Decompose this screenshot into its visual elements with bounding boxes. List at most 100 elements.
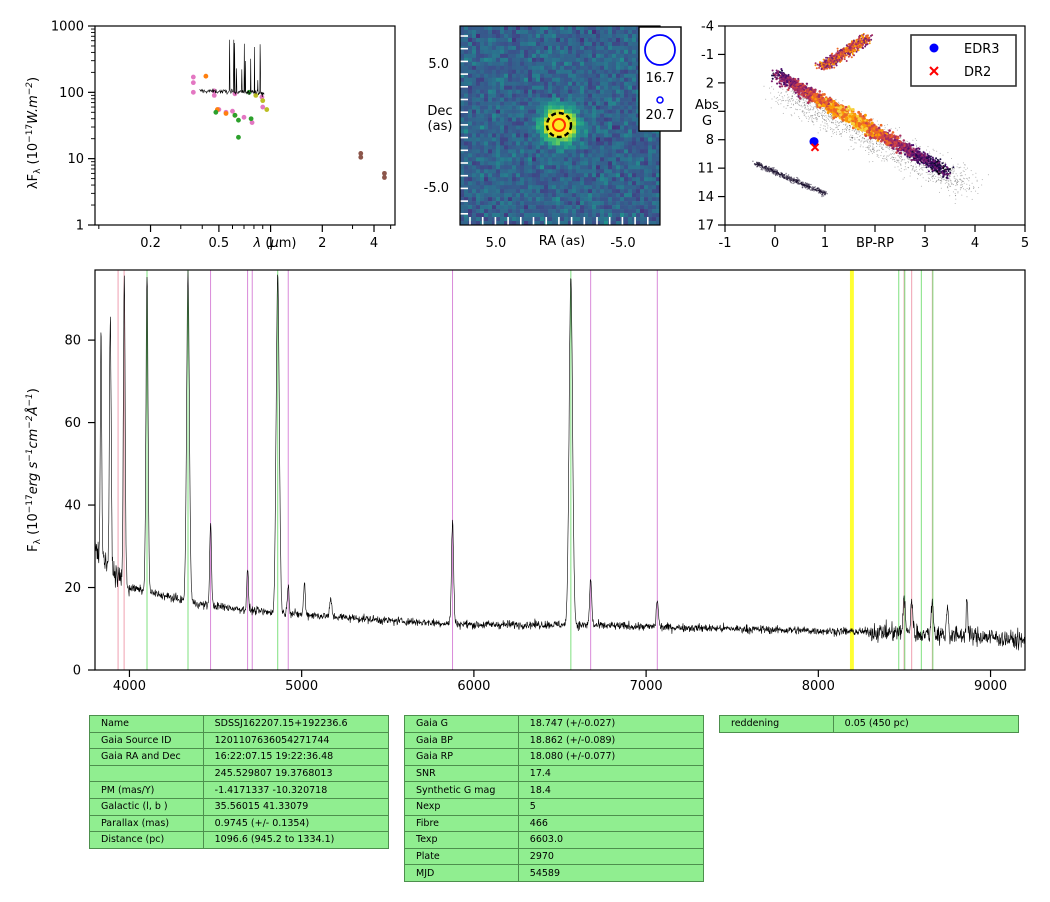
hr-density-point: [824, 122, 826, 124]
hr-density-point: [846, 131, 848, 133]
image-pixel: [552, 133, 557, 138]
hr-density-point: [927, 169, 929, 171]
image-pixel: [488, 97, 493, 102]
hr-density-point: [793, 112, 795, 114]
hr-density-point: [823, 119, 825, 120]
hr-density-point: [779, 94, 781, 96]
image-pixel: [536, 65, 541, 71]
image-pixel: [636, 141, 641, 146]
image-xlabel: RA (as): [539, 234, 585, 249]
image-pixel: [608, 105, 613, 110]
image-pixel: [496, 129, 501, 134]
image-pixel: [628, 101, 633, 106]
image-pixel: [500, 141, 505, 146]
image-pixel: [580, 213, 585, 218]
image-pixel: [592, 177, 597, 182]
image-pixel: [628, 177, 633, 182]
image-pixel: [636, 197, 641, 202]
image-pixel: [580, 109, 585, 114]
image-pixel: [656, 145, 661, 150]
image-pixel: [548, 161, 553, 166]
image-pixel: [540, 101, 545, 106]
image-pixel: [628, 217, 633, 222]
image-pixel: [468, 41, 473, 47]
image-pixel: [632, 49, 637, 55]
hr-density-point: [877, 144, 879, 146]
image-pixel: [476, 189, 481, 194]
image-pixel: [616, 85, 621, 90]
image-pixel: [476, 157, 481, 162]
hr-density-point: [981, 179, 983, 181]
hr-density-point: [803, 113, 805, 115]
image-pixel: [488, 125, 493, 130]
image-pixel: [628, 113, 633, 118]
image-pixel: [500, 105, 505, 110]
image-pixel: [536, 165, 541, 170]
hr-density-point: [954, 168, 955, 170]
image-pixel: [536, 209, 541, 214]
hr-density-point: [894, 149, 896, 151]
image-pixel: [544, 113, 549, 118]
image-pixel: [496, 29, 501, 35]
image-pixel: [612, 33, 617, 39]
image-pixel: [580, 189, 585, 194]
image-pixel: [564, 57, 569, 63]
image-pixel: [612, 149, 617, 154]
image-pixel: [528, 101, 533, 106]
image-pixel: [592, 125, 597, 130]
image-pixels: [460, 26, 661, 226]
image-pixel: [464, 105, 469, 110]
sed-point: [190, 80, 196, 86]
image-pixel: [508, 141, 513, 146]
image-pixel: [548, 69, 553, 75]
image-pixel: [572, 105, 577, 110]
hr-density-point: [905, 162, 907, 164]
image-pixel: [524, 81, 529, 86]
image-pixel: [544, 57, 549, 63]
hr-density-point: [883, 148, 885, 150]
hr-density-point: [870, 150, 872, 152]
image-pixel: [604, 26, 609, 31]
image-pixel: [520, 177, 525, 182]
image-pixel: [524, 33, 529, 39]
image-pixel: [500, 109, 505, 114]
sed-model-spectrum: [199, 39, 265, 98]
image-pixel: [572, 125, 577, 130]
image-pixel: [480, 153, 485, 158]
image-pixel: [516, 26, 521, 31]
image-pixel: [516, 165, 521, 170]
hr-density-point: [787, 105, 789, 106]
hr-density-point: [872, 143, 874, 145]
image-pixel: [604, 133, 609, 138]
hr-density-point: [873, 152, 875, 153]
hr-density-point: [873, 150, 875, 152]
image-pixel: [648, 213, 653, 218]
image-pixel: [488, 197, 493, 202]
image-pixel: [484, 149, 489, 154]
image-pixel: [480, 145, 485, 150]
image-pixel: [636, 173, 641, 178]
image-pixel: [584, 181, 589, 186]
image-pixel: [504, 125, 509, 130]
image-pixel: [560, 209, 565, 214]
image-pixel: [548, 165, 553, 170]
sed-ytick-label: 1000: [51, 20, 84, 35]
image-pixel: [560, 33, 565, 39]
image-pixel: [544, 26, 549, 31]
image-pixel: [556, 181, 561, 186]
hr-density-point: [908, 162, 909, 164]
image-pixel: [556, 209, 561, 214]
hr-density-point: [957, 191, 959, 193]
hr-density-point: [862, 146, 864, 148]
image-pixel: [624, 117, 629, 122]
image-pixel: [512, 101, 517, 106]
image-pixel: [592, 145, 597, 150]
image-pixel: [568, 29, 573, 35]
hr-density-point: [834, 123, 836, 125]
image-pixel: [644, 145, 649, 150]
hr-density-point: [901, 159, 902, 161]
image-pixel: [516, 105, 521, 110]
hr-density-point: [824, 113, 825, 114]
image-pixel: [612, 145, 617, 150]
hr-density-point: [852, 149, 854, 150]
